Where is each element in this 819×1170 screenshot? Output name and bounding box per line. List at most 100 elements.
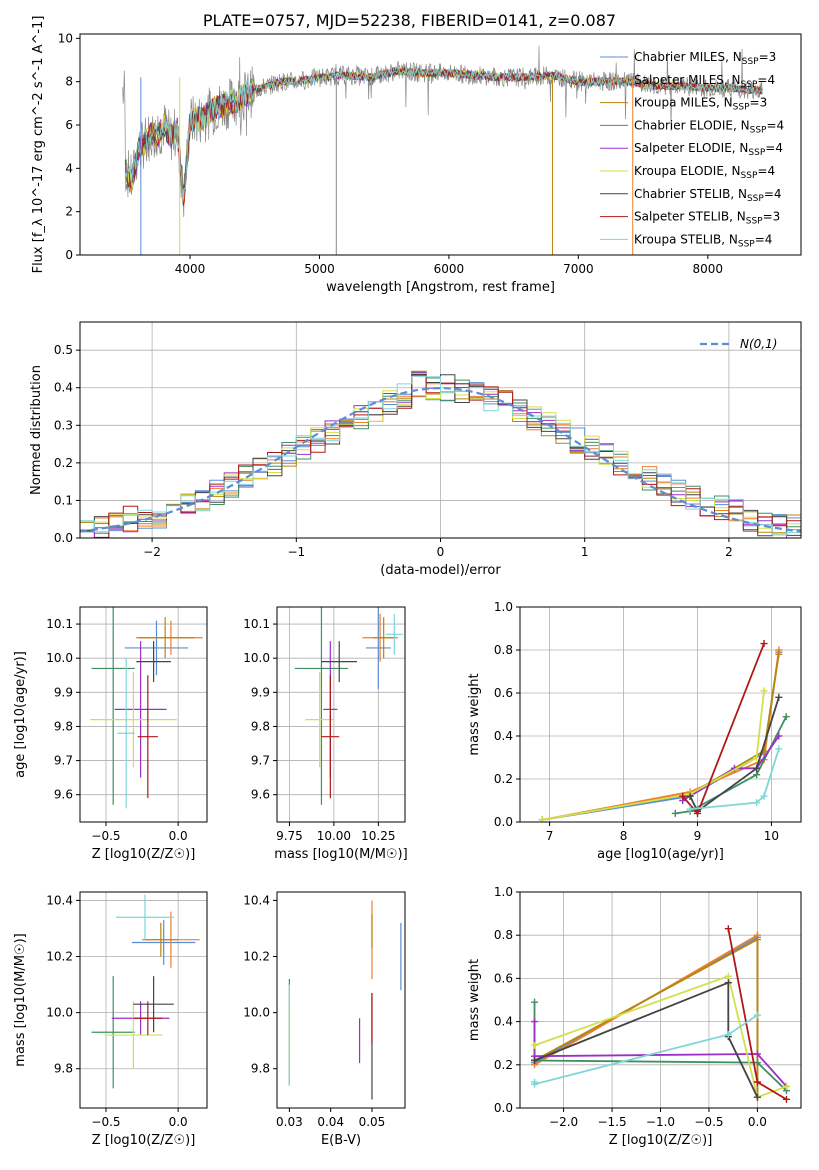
y-tick-label: 6 [65,118,73,132]
axes-frame [276,606,406,823]
y-tick-label: 10.0 [243,651,270,665]
y-tick-label: 10.0 [243,1006,270,1020]
weight-marker-5 [760,687,768,695]
y-tick-label: 0.2 [494,1058,513,1072]
legend-entry: N(0,1) [740,337,777,351]
y-axis-label: mass weight [467,959,482,1041]
legend-entry: Salpeter ELODIE, NSSP=4 [634,141,783,158]
axes-frame [79,321,802,539]
weight-marker-7 [782,1095,790,1103]
x-tick-label: 4000 [175,262,206,276]
model-spectrum-7 [124,66,763,206]
weight-marker-7 [693,809,701,817]
panel-z_weight: −2.0 −1.5 −1.0 −0.5 0.0 0.0 0.2 0.4 0.6 0.8 1.0 Z [… [467,885,802,1148]
gaussian-reference [80,386,801,533]
x-tick-label: −2.0 [549,1115,578,1129]
weight-marker-7 [760,640,768,648]
y-tick-label: 8 [65,75,73,89]
weight-marker-6 [753,1093,761,1101]
x-axis-label: mass [log10(M/M☉)] [274,847,407,862]
y-tick-label: 9.8 [54,1062,73,1076]
legend-entry: Chabrier ELODIE, NSSP=4 [634,118,784,135]
y-tick-label: 10.1 [243,617,270,631]
x-tick-label: 10.00 [317,829,351,843]
x-tick-label: 9 [694,829,702,843]
weight-marker-5 [538,816,546,822]
weight-marker-5 [724,972,732,980]
x-tick-label: 6000 [434,262,465,276]
y-tick-label: 1.0 [494,600,513,614]
y-tick-label: 10.4 [243,893,270,907]
y-tick-label: 0.0 [494,815,513,829]
y-tick-label: 10.0 [46,1006,73,1020]
y-tick-label: 10.2 [46,950,73,964]
weight-marker-2 [775,650,783,658]
y-tick-label: 0.4 [54,381,73,395]
weight-marker-6 [753,764,761,772]
y-tick-label: 9.9 [251,685,270,699]
weight-marker-3 [753,1059,761,1067]
x-tick-label: 7 [546,829,554,843]
weight-marker-5 [531,1041,539,1049]
y-tick-label: 0.8 [494,928,513,942]
axes-frame [79,891,208,1109]
weight-line-6 [689,697,780,813]
weight-line-8 [533,1014,758,1086]
weight-marker-8 [760,792,768,800]
weight-line-2 [542,654,780,821]
weight-marker-8 [775,745,783,753]
y-tick-label: 0.2 [54,456,73,470]
x-tick-label: 8000 [693,262,724,276]
y-tick-label: 0.1 [54,493,73,507]
y-tick-label: 0.8 [494,643,513,657]
panel-z_mass: −0.5 0.0 9.8 10.0 10.2 10.4 Z [log10(Z/Z☉)] mas… [13,891,208,1148]
axes-frame [519,891,802,1109]
weight-marker-5 [753,754,761,761]
plot-area [91,894,200,1089]
plot-area [80,370,801,538]
weight-marker-5 [782,1082,790,1090]
x-axis-label: Z [log10(Z/Z☉)] [609,1133,713,1148]
weight-line-2 [534,937,759,1098]
weight-marker-3 [671,809,679,817]
weight-marker-7 [724,925,732,933]
x-tick-label: 1 [581,545,589,559]
plot-area [538,640,790,822]
weight-line-1 [542,649,780,821]
y-tick-label: 10 [58,31,73,45]
x-tick-label: −0.5 [91,829,120,843]
weight-marker-3 [531,998,539,1006]
x-tick-label: 0.0 [169,1115,188,1129]
weight-marker-6 [686,792,694,800]
axes-frame [79,33,802,256]
plot-area [288,900,402,1100]
weight-marker-8 [753,799,761,807]
x-tick-label: −2 [143,545,161,559]
x-tick-label: 8 [620,829,628,843]
y-tick-label: 9.7 [54,754,73,768]
weight-marker-8 [724,1031,732,1039]
x-tick-label: −1.0 [646,1115,675,1129]
weight-marker-7 [753,1078,761,1086]
weight-line-5 [542,690,765,821]
weight-marker-2 [753,936,761,944]
y-tick-label: 0.4 [494,1015,513,1029]
legend-entry: Salpeter MILES, NSSP=4 [634,73,775,90]
y-tick-label: 9.6 [251,788,270,802]
panel-ebv_mass: 0.03 0.04 0.05 9.8 10.0 10.2 10.4 E(B-V) [243,891,406,1148]
y-tick-label: 10.4 [46,893,73,907]
y-tick-label: 9.9 [54,685,73,699]
y-axis-label: mass weight [467,673,482,755]
y-tick-label: 9.7 [251,754,270,768]
weight-marker-6 [531,1056,539,1064]
x-tick-label: 10.25 [361,829,395,843]
weight-marker-6 [775,693,783,701]
weight-marker-7 [679,792,687,800]
x-tick-label: −0.5 [694,1115,723,1129]
y-tick-label: 0.5 [54,343,73,357]
weight-marker-6 [724,979,732,987]
x-tick-label: 2 [725,545,733,559]
legend-entry: Kroupa ELODIE, NSSP=4 [634,164,775,181]
residual-histogram-8 [80,375,801,536]
